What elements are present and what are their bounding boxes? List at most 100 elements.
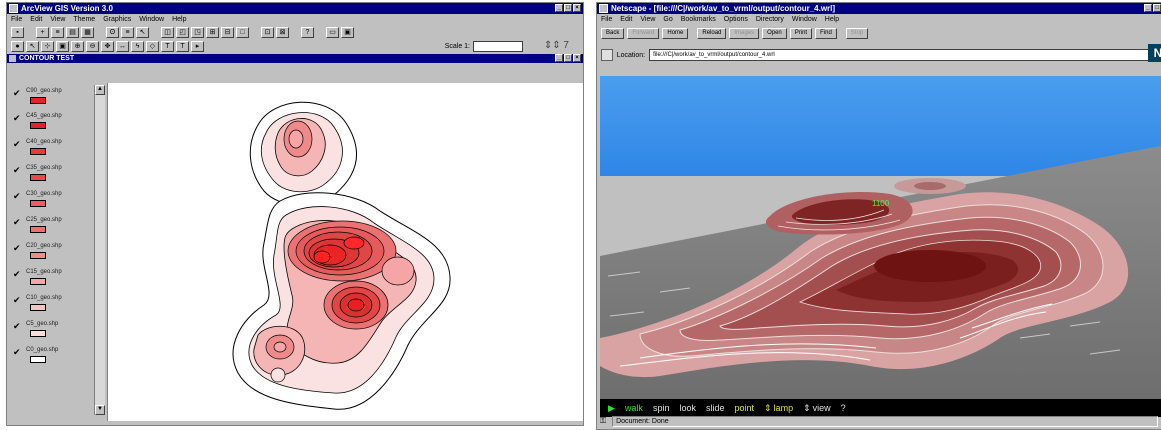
back-button[interactable]: Back [601,27,625,39]
menu-graphics[interactable]: Graphics [103,16,132,23]
menu-file[interactable]: File [601,16,613,23]
maximize-icon[interactable]: □ [1153,4,1161,12]
vrml-3d-viewport[interactable]: 1100 [600,76,1161,399]
zoom-in-icon[interactable]: ⊞ [206,26,219,38]
view-maximize-icon[interactable]: □ [564,54,572,62]
home-button[interactable]: Home [662,27,689,39]
checkmark-icon[interactable]: ✔ [13,139,21,149]
forward-button[interactable]: Forward [627,27,660,39]
view-control[interactable]: view [812,403,831,413]
toc-scrollbar[interactable]: ▲ ▼ [94,85,105,415]
view-icon[interactable] [9,55,16,62]
menu-window[interactable]: Window [139,16,165,23]
close-icon[interactable]: × [573,4,581,12]
toc-theme[interactable]: ✔ C35_geo.shp [10,163,90,187]
lamp-control[interactable]: lamp [773,403,794,413]
point-control[interactable]: point [734,403,755,413]
zoom-in-tool-icon[interactable]: ⊕ [71,40,84,52]
select-features-icon[interactable]: ⊡ [261,26,274,38]
slide-control[interactable]: slide [705,403,725,413]
bookmark-icon[interactable] [601,49,613,61]
checkmark-icon[interactable]: ✔ [13,217,21,227]
checkmark-icon[interactable]: ✔ [13,269,21,279]
help-control[interactable]: ? [840,403,846,413]
checkmark-icon[interactable]: ✔ [13,88,21,98]
zoom-selected-icon[interactable]: ◳ [191,26,204,38]
netscape-app-icon[interactable] [599,4,608,13]
scroll-down-icon[interactable]: ▼ [95,405,105,415]
pointer-icon[interactable]: ↖ [26,40,39,52]
spin-control[interactable]: spin [652,403,670,413]
menu-view[interactable]: View [50,16,66,23]
zoom-full-icon[interactable]: ◫ [161,26,174,38]
layout-icon[interactable]: ▭ [326,26,339,38]
menu-go[interactable]: Go [663,16,673,23]
find-button[interactable]: Find [815,27,837,39]
select-feature-icon[interactable]: ▣ [56,40,69,52]
save-icon[interactable]: ▪ [11,26,24,38]
scale-input[interactable] [473,41,523,52]
menu-file[interactable]: File [11,16,23,23]
look-control[interactable]: look [679,403,696,413]
images-button[interactable]: Images [729,27,760,39]
pan-icon[interactable]: ✥ [101,40,114,52]
vertex-edit-icon[interactable]: ⊹ [41,40,54,52]
zoom-out-icon[interactable]: ⊟ [221,26,234,38]
area-of-interest-icon[interactable]: ◇ [146,40,159,52]
toc-theme[interactable]: ✔ C15_geo.shp [10,267,90,291]
checkmark-icon[interactable]: ✔ [13,113,21,123]
measure-icon[interactable]: ↔ [116,40,129,52]
chart-icon[interactable]: ▣ [341,26,354,38]
text-icon[interactable]: T [176,40,189,52]
menu-view[interactable]: View [640,16,656,23]
toc-theme[interactable]: ✔ C5_geo.shp [10,319,90,343]
print-button[interactable]: Print [789,27,813,39]
toc-theme[interactable]: ✔ C0_geo.shp [10,345,90,369]
view-minimize-icon[interactable]: _ [555,54,563,62]
arcview-titlebar[interactable]: ArcView GIS Version 3.0 _ □ × [7,3,583,14]
zoom-out-tool-icon[interactable]: ⊖ [86,40,99,52]
view-close-icon[interactable]: × [573,54,581,62]
scroll-up-icon[interactable]: ▲ [95,85,105,95]
menu-bookmarks[interactable]: Bookmarks [680,16,716,23]
draw-icon[interactable]: ▸ [191,40,204,52]
toc-theme[interactable]: ✔ C90_geo.shp [10,86,90,110]
menu-help[interactable]: Help [172,16,187,23]
reload-button[interactable]: Reload [697,27,727,39]
checkmark-icon[interactable]: ✔ [13,321,21,331]
table-icon[interactable]: ▦ [81,26,94,38]
legend-editor-icon[interactable]: ▤ [66,26,79,38]
menu-options[interactable]: Options [723,16,748,23]
checkmark-icon[interactable]: ✔ [13,165,21,175]
query-icon[interactable]: ↖ [136,26,149,38]
help-icon[interactable]: ? [301,26,314,38]
minimize-icon[interactable]: _ [1144,4,1152,12]
menu-theme[interactable]: Theme [73,16,96,23]
add-theme-icon[interactable]: + [36,26,49,38]
toc-theme[interactable]: ✔ C10_geo.shp [10,293,90,317]
menu-edit[interactable]: Edit [620,16,633,23]
toc-theme[interactable]: ✔ C45_geo.shp [10,111,90,135]
theme-properties-icon[interactable]: ≡ [51,26,64,38]
arcview-app-icon[interactable] [9,4,18,13]
menu-window[interactable]: Window [791,16,817,23]
toc-theme[interactable]: ✔ C30_geo.shp [10,189,90,213]
menu-directory[interactable]: Directory [755,16,784,23]
checkmark-icon[interactable]: ✔ [13,347,21,357]
play-icon[interactable]: ▶ [608,402,615,413]
zoom-previous-icon[interactable]: □ [236,26,249,38]
clear-selection-icon[interactable]: ⊠ [276,26,289,38]
toc-theme[interactable]: ✔ C40_geo.shp [10,137,90,161]
find-icon[interactable]: ʘ [106,26,119,38]
toc-theme[interactable]: ✔ C25_geo.shp [10,215,90,239]
identify-icon[interactable]: ● [11,40,24,52]
stop-button[interactable]: Stop [845,27,869,39]
maximize-icon[interactable]: □ [564,4,572,12]
minimize-icon[interactable]: _ [555,4,563,12]
open-button[interactable]: Open [762,27,787,39]
menu-help[interactable]: Help [824,16,840,23]
view-titlebar[interactable]: CONTOUR TEST _ □ × [7,54,583,63]
hotlink-icon[interactable]: ϟ [131,40,144,52]
checkmark-icon[interactable]: ✔ [13,295,21,305]
checkmark-icon[interactable]: ✔ [13,191,21,201]
